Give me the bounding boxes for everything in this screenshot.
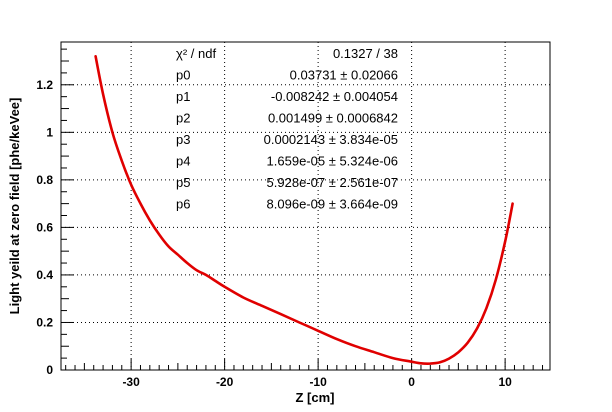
stat-label: p4 <box>176 154 190 169</box>
stat-value: -0.008242 ± 0.004054 <box>271 89 398 104</box>
y-tick-label: 0.4 <box>36 268 53 282</box>
axis-ticks <box>61 48 544 371</box>
y-tick-label: 0.8 <box>36 173 53 187</box>
stat-value: 1.659e-05 ± 5.324e-06 <box>267 154 398 169</box>
stat-value: 0.03731 ± 0.02066 <box>290 68 398 83</box>
y-tick-label: 0 <box>46 363 53 377</box>
y-tick-label: 1 <box>46 125 53 139</box>
stat-label: p0 <box>176 68 190 83</box>
stat-value: 5.928e-07 ± 2.561e-07 <box>267 175 398 190</box>
plot-frame <box>60 41 551 371</box>
x-tick-label: 10 <box>498 375 512 389</box>
series-line <box>94 55 514 365</box>
stat-label: p6 <box>176 197 190 212</box>
stat-value: 8.096e-09 ± 3.664e-09 <box>267 197 398 212</box>
x-tick-label: -30 <box>122 375 140 389</box>
stat-label: p2 <box>176 111 190 126</box>
stat-value: 0.1327 / 38 <box>333 46 398 61</box>
grid <box>61 42 550 370</box>
y-tick-label: 0.2 <box>36 315 53 329</box>
tick-labels: -30 -20 -10 0 10 0 0.2 0.4 0.6 0.8 1 1.2 <box>36 78 512 389</box>
y-axis-title: Light yeild at zero field [phe/keVee] <box>7 98 22 315</box>
x-tick-label: 0 <box>408 375 415 389</box>
stat-label: χ² / ndf <box>176 46 216 61</box>
x-axis-title: Z [cm] <box>296 390 335 405</box>
stat-label: p3 <box>176 132 190 147</box>
stat-value: 0.0002143 ± 3.834e-05 <box>264 132 398 147</box>
y-tick-label: 0.6 <box>36 220 53 234</box>
stat-label: p5 <box>176 175 190 190</box>
y-tick-label: 1.2 <box>36 78 53 92</box>
stats-box: χ² / ndf 0.1327 / 38 p0 0.03731 ± 0.02066 p1… <box>176 46 398 212</box>
stat-label: p1 <box>176 89 190 104</box>
x-tick-label: -10 <box>309 375 327 389</box>
stat-value: 0.001499 ± 0.0006842 <box>268 111 398 126</box>
x-tick-label: -20 <box>216 375 234 389</box>
